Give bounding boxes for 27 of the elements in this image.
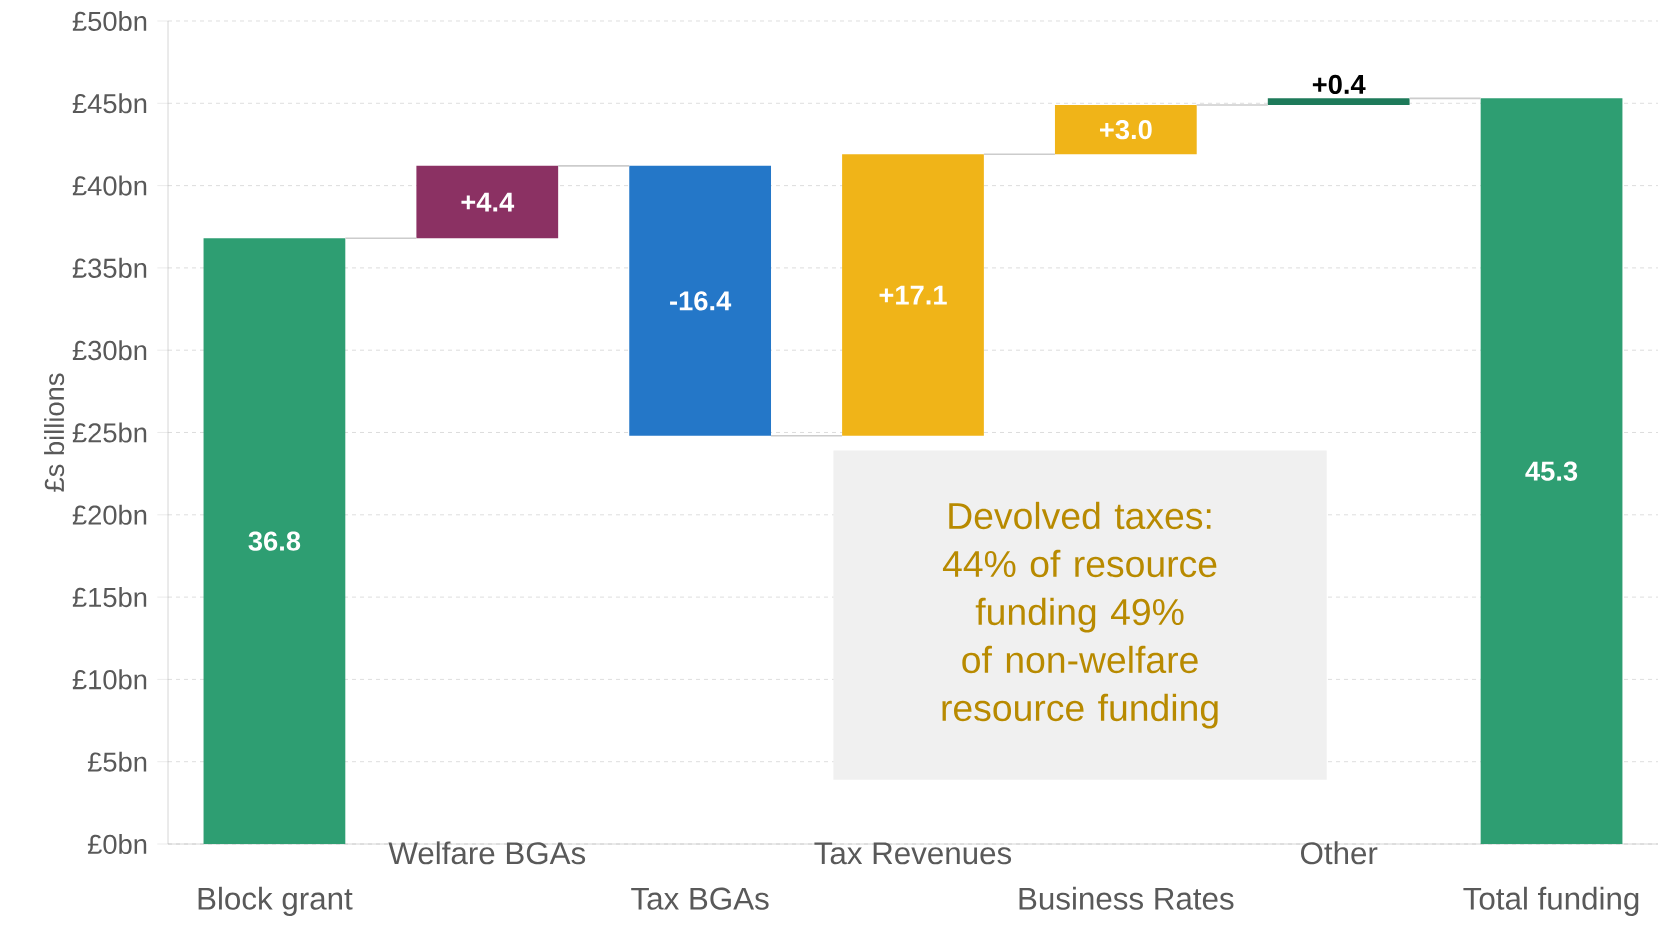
y-tick-label: £20bn [72,504,147,525]
x-tick-label: Tax BGAs [631,887,769,910]
y-tick-label: £35bn [72,257,147,278]
y-tick-label: £50bn [72,10,147,32]
data-label: 45.3 [1525,461,1578,481]
y-tick-label: £45bn [72,93,147,114]
x-tick-label: Other [1300,841,1378,865]
data-label: -16.4 [670,291,732,311]
y-tick-label: £25bn [72,422,147,443]
y-tick-label: £40bn [72,175,147,196]
y-tick-label: £5bn [87,751,147,772]
x-tick-label: Business Rates [1019,886,1234,910]
data-label: 36.8 [248,531,301,551]
y-tick-label: £0bn [87,833,147,855]
annotation: Devolved taxes: 44% of resource funding 49% of non-welfare resource funding [942,501,1218,729]
data-label: +17.1 [879,285,947,305]
x-tick-label: Block grant [198,886,353,916]
y-tick-label: £15bn [72,587,147,608]
x-tick-label: Tax Revenues [814,842,1012,865]
x-tick-label: Total funding [1463,886,1639,916]
x-tick-label: Welfare BGAs [388,841,586,865]
data-label: +4.4 [461,192,515,212]
data-label: +0.4 [1312,74,1366,95]
data-label: +3.0 [1100,119,1152,140]
y-axis-title: £s billions [44,373,65,492]
y-tick-label: £10bn [72,669,147,690]
y-tick-label: £30bn [72,340,147,361]
